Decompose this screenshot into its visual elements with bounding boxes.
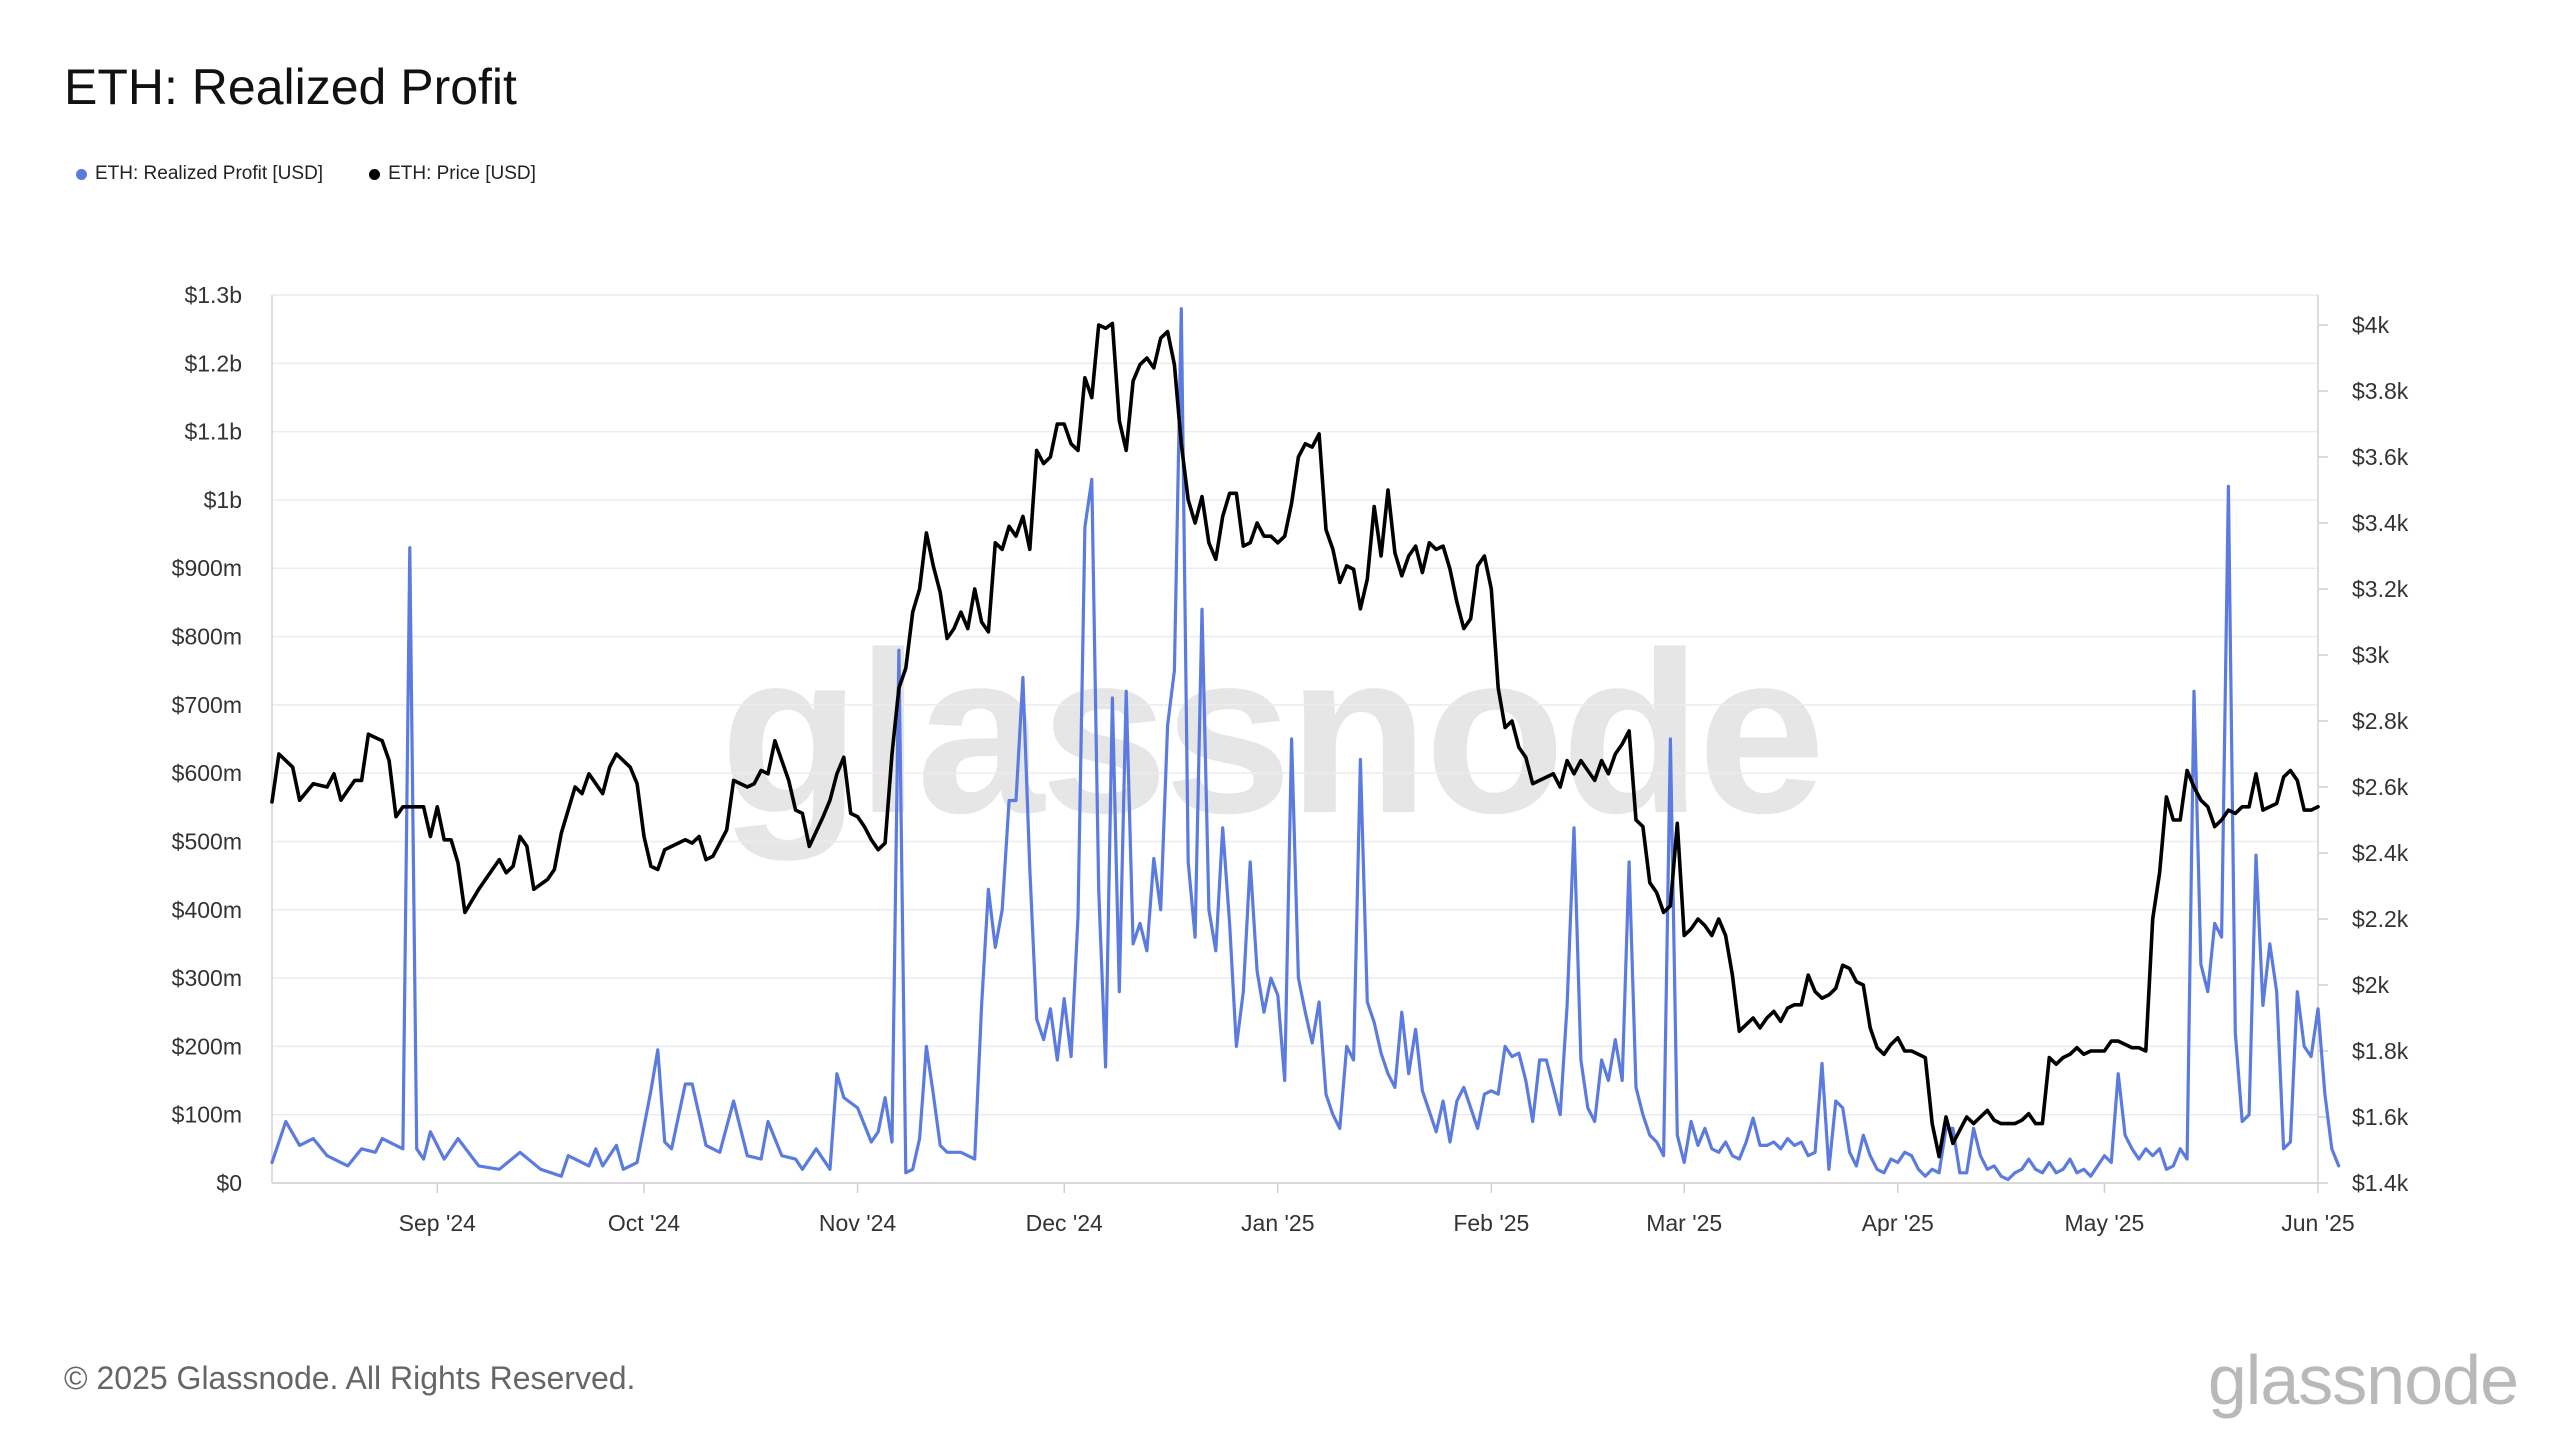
x-tick-label: May '25	[2065, 1210, 2145, 1236]
grid	[271, 294, 2319, 1184]
y-right-tick-label: $4k	[2352, 312, 2390, 338]
x-tick-label: Jun '25	[2281, 1210, 2354, 1236]
y-left-tick-label: $1.3b	[184, 282, 242, 308]
x-tick-label: Apr '25	[1862, 1210, 1934, 1236]
y-left-tick-label: $900m	[172, 555, 242, 581]
y-right-tick-label: $1.6k	[2352, 1104, 2409, 1130]
y-right-tick-label: $2k	[2352, 972, 2390, 998]
y-left-tick-label: $100m	[172, 1102, 242, 1128]
x-tick-label: Dec '24	[1026, 1210, 1103, 1236]
series	[270, 307, 2341, 1182]
y-left-tick-label: $1.2b	[184, 350, 242, 376]
y-left-tick-label: $400m	[172, 897, 242, 923]
y-right-tick-label: $2.6k	[2352, 774, 2409, 800]
legend-item-realized-profit[interactable]: ETH: Realized Profit [USD]	[76, 163, 323, 185]
y-right-tick-label: $3.6k	[2352, 444, 2409, 470]
series-line-realized-profit	[270, 307, 2341, 1182]
left-axis: $0 $100m $200m $300m $400m $500m $600m $700m $80…	[172, 282, 242, 1196]
x-tick-label: Feb '25	[1453, 1210, 1529, 1236]
x-axis: Sep '24 Oct '24 Nov '24 Dec '24 Jan '25 Feb '…	[399, 1183, 2355, 1236]
series-line-price	[270, 321, 2320, 1159]
legend-dot-price	[369, 168, 381, 180]
y-right-tick-label: $2.8k	[2352, 708, 2409, 734]
y-right-tick-label: $3k	[2352, 642, 2390, 668]
y-left-tick-label: $200m	[172, 1033, 242, 1059]
y-left-tick-label: $0	[216, 1170, 242, 1196]
y-left-tick-label: $600m	[172, 760, 242, 786]
legend-label-price: ETH: Price [USD]	[388, 163, 536, 184]
legend: ETH: Realized Profit [USD] ETH: Price [U…	[76, 163, 536, 185]
y-left-tick-label: $1.1b	[184, 419, 242, 445]
y-right-tick-label: $3.8k	[2352, 378, 2409, 404]
chart-title: ETH: Realized Profit	[64, 59, 517, 115]
y-right-tick-label: $3.4k	[2352, 510, 2409, 536]
x-tick-label: Sep '24	[399, 1210, 476, 1236]
glassnode-logo[interactable]: glassnode	[2207, 1341, 2519, 1419]
x-tick-label: Oct '24	[608, 1210, 680, 1236]
legend-dot-realized-profit	[76, 168, 87, 180]
y-right-tick-label: $1.8k	[2352, 1038, 2409, 1064]
y-right-tick-label: $3.2k	[2352, 576, 2409, 602]
x-tick-label: Jan '25	[1241, 1210, 1314, 1236]
legend-item-price[interactable]: ETH: Price [USD]	[369, 163, 536, 185]
legend-label-realized-profit: ETH: Realized Profit [USD]	[95, 163, 324, 184]
copyright-text: © 2025 Glassnode. All Rights Reserved.	[64, 1360, 636, 1396]
right-axis: $1.4k $1.6k $1.8k $2k $2.2k $2.4k $2.6k $2.8k $3…	[2318, 312, 2409, 1196]
y-left-tick-label: $300m	[172, 965, 242, 991]
y-right-tick-label: $1.4k	[2352, 1170, 2409, 1196]
y-left-tick-label: $500m	[172, 828, 242, 854]
x-tick-label: Nov '24	[819, 1210, 896, 1236]
x-tick-label: Mar '25	[1646, 1210, 1722, 1236]
y-left-tick-label: $800m	[172, 624, 242, 650]
y-left-tick-label: $1b	[204, 487, 242, 513]
y-left-tick-label: $700m	[172, 692, 242, 718]
y-right-tick-label: $2.2k	[2352, 906, 2409, 932]
y-right-tick-label: $2.4k	[2352, 840, 2409, 866]
